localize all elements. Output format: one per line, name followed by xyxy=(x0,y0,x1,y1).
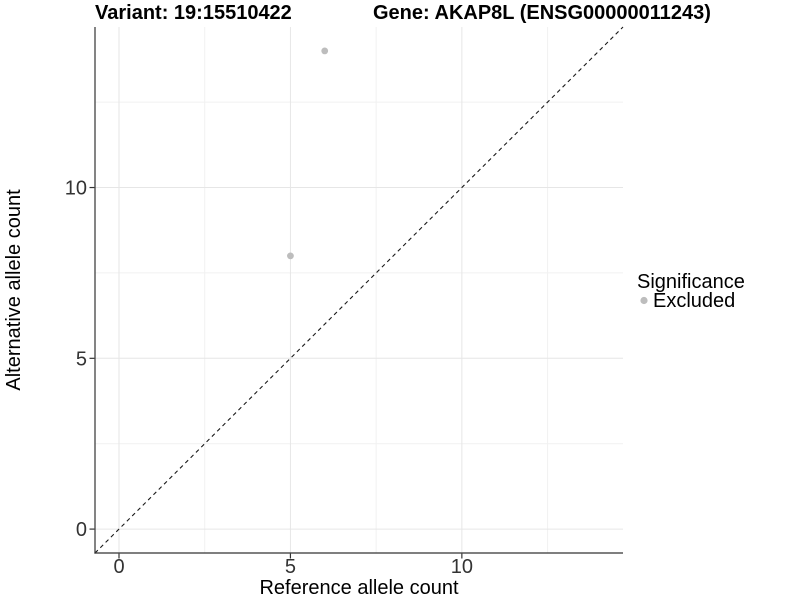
y-axis-title: Alternative allele count xyxy=(3,189,25,391)
y-tick-label: 10 xyxy=(65,178,87,200)
x-axis-title: Reference allele count xyxy=(259,577,458,599)
data-point xyxy=(287,252,294,260)
plot-panel: 0 5 10 0 5 10 xyxy=(65,26,624,578)
y-tick-label: 0 xyxy=(76,519,87,541)
identity-dashed-line xyxy=(94,26,624,554)
x-tick-label: 10 xyxy=(451,556,473,578)
excluded-point-icon xyxy=(640,296,648,305)
legend-title: Significance xyxy=(637,271,745,293)
variant-title: Variant: 19:15510422 xyxy=(95,2,292,24)
x-tick-label: 5 xyxy=(285,556,296,578)
x-tick-label: 0 xyxy=(113,556,124,578)
gene-title: Gene: AKAP8L (ENSG00000011243) xyxy=(373,2,711,24)
legend: Significance Excluded xyxy=(637,271,745,312)
y-tick-label: 5 xyxy=(76,348,87,370)
legend-item-label: Excluded xyxy=(653,290,735,312)
data-point xyxy=(321,47,329,55)
